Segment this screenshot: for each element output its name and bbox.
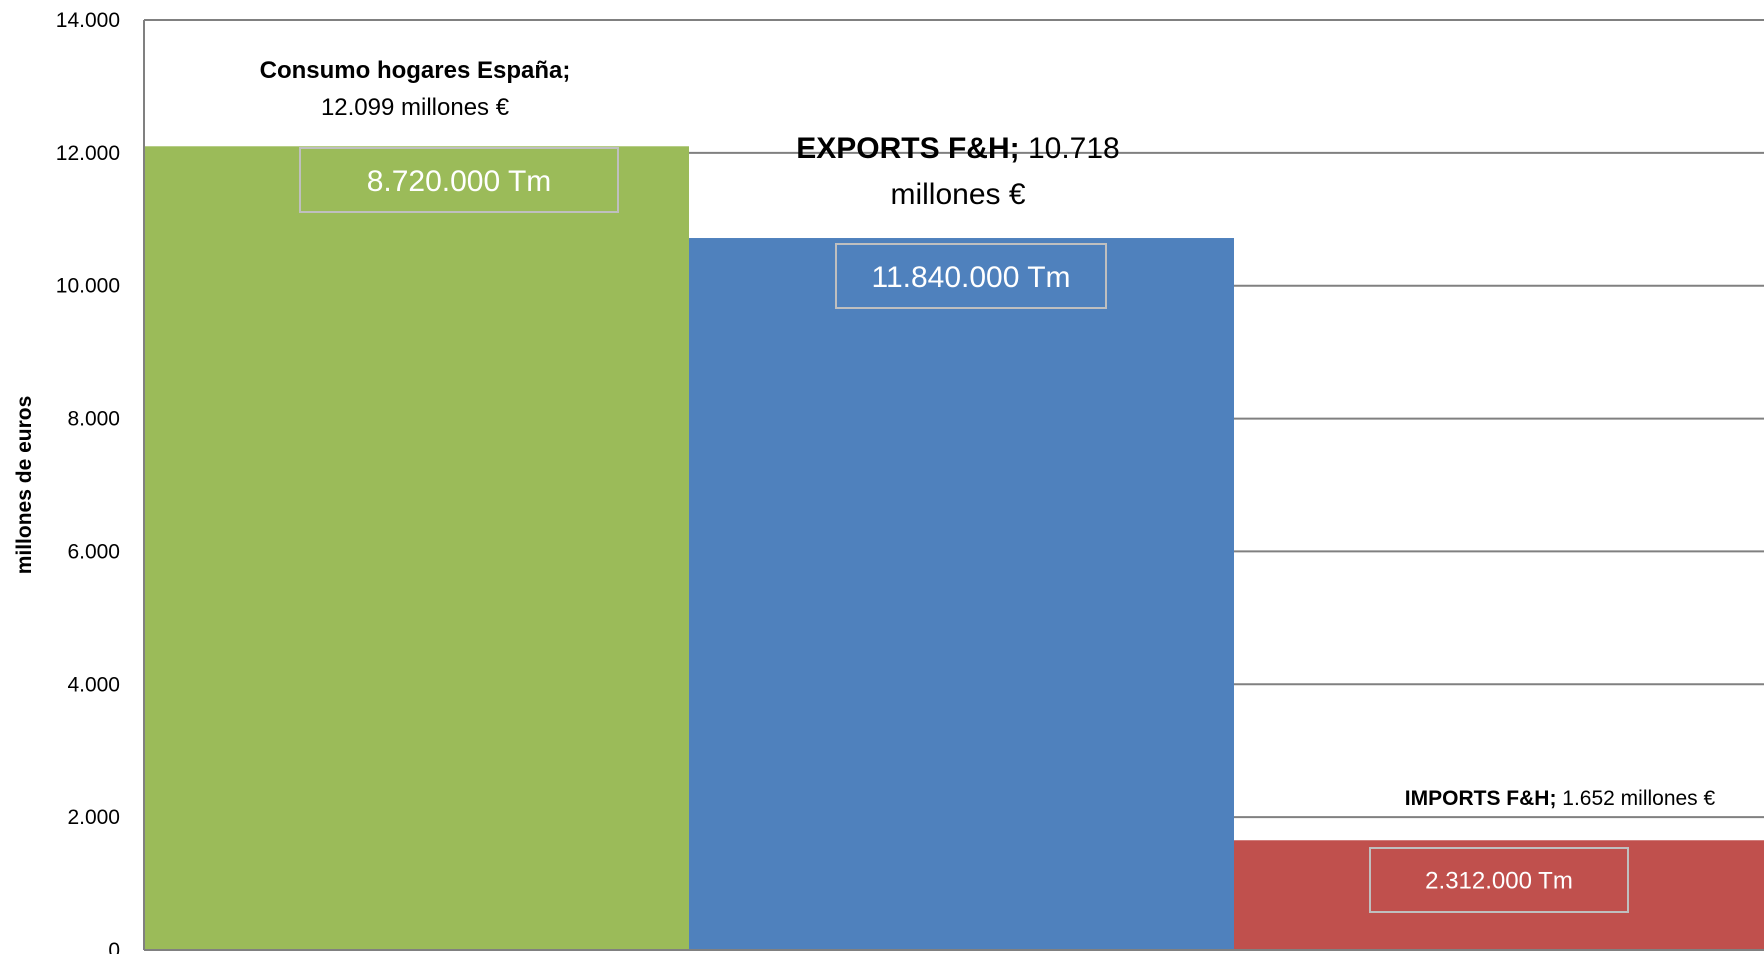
- data-label-value: 10.718: [1020, 132, 1120, 165]
- bars: [144, 146, 1764, 951]
- bar: [689, 238, 1234, 951]
- bar: [1234, 840, 1764, 950]
- data-label-line2: 12.099 millones €: [321, 94, 510, 121]
- y-tick-label: 0: [108, 939, 120, 954]
- data-label-line2: millones €: [890, 178, 1025, 211]
- y-tick-label: 4.000: [67, 673, 120, 696]
- tonnage-box: [1369, 847, 1629, 913]
- data-label-name: Consumo hogares España;: [260, 57, 571, 84]
- data-label: IMPORTS F&H; 1.652 millones €: [1405, 787, 1716, 810]
- y-axis-title: millones de euros: [13, 396, 36, 575]
- y-tick-label: 8.000: [67, 408, 120, 431]
- tonnage-label: 11.840.000 Tm: [871, 261, 1070, 294]
- y-tick-label: 14.000: [56, 9, 120, 32]
- data-label-line1: EXPORTS F&H; 10.718: [796, 132, 1119, 165]
- y-tick-labels: 0 2.000 4.000 6.000 8.000 10.000 12.000 14.000: [56, 9, 120, 954]
- tonnage-box: [835, 243, 1107, 309]
- tonnage-label: 8.720.000 Tm: [367, 165, 552, 198]
- y-tick-label: 6.000: [67, 540, 120, 563]
- data-label-name: IMPORTS F&H;: [1405, 787, 1557, 810]
- tonnage-box: [299, 147, 619, 213]
- data-label-value: 1.652 millones €: [1556, 787, 1715, 810]
- bar: [144, 146, 689, 951]
- data-label-line1: Consumo hogares España;: [260, 57, 571, 84]
- y-tick-label: 2.000: [67, 806, 120, 829]
- data-label-name: EXPORTS F&H;: [796, 132, 1019, 165]
- data-labels: Consumo hogares España; 12.099 millones €…: [260, 57, 1716, 913]
- tonnage-label: 2.312.000 Tm: [1425, 868, 1573, 895]
- axes: [143, 20, 1764, 951]
- y-tick-label: 10.000: [56, 275, 120, 298]
- y-tick-label: 12.000: [56, 142, 120, 165]
